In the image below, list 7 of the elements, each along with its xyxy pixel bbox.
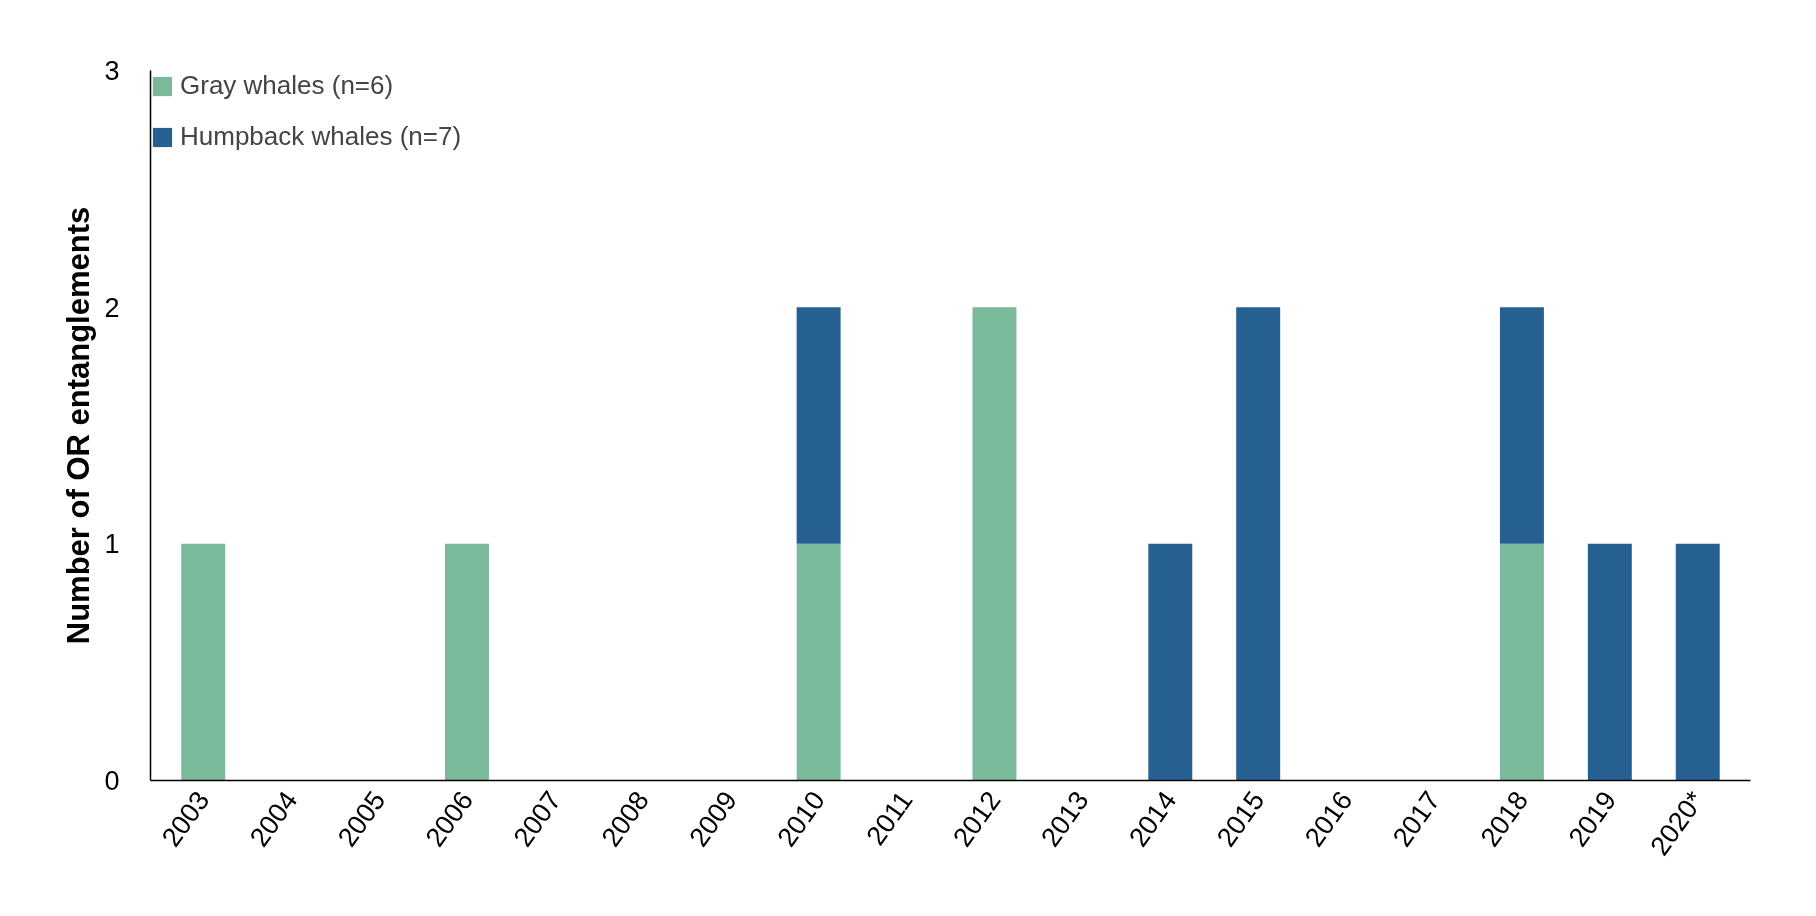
legend-label: Gray whales (n=6) <box>180 70 394 101</box>
y-tick-label: 0 <box>104 766 120 796</box>
y-tick-label: 3 <box>104 56 120 86</box>
legend-label: Humpback whales (n=7) <box>180 121 462 152</box>
y-tick-label: 2 <box>104 292 120 323</box>
y-axis-title: Number of OR entanglements <box>61 206 97 645</box>
y-tick-label: 1 <box>104 529 120 560</box>
